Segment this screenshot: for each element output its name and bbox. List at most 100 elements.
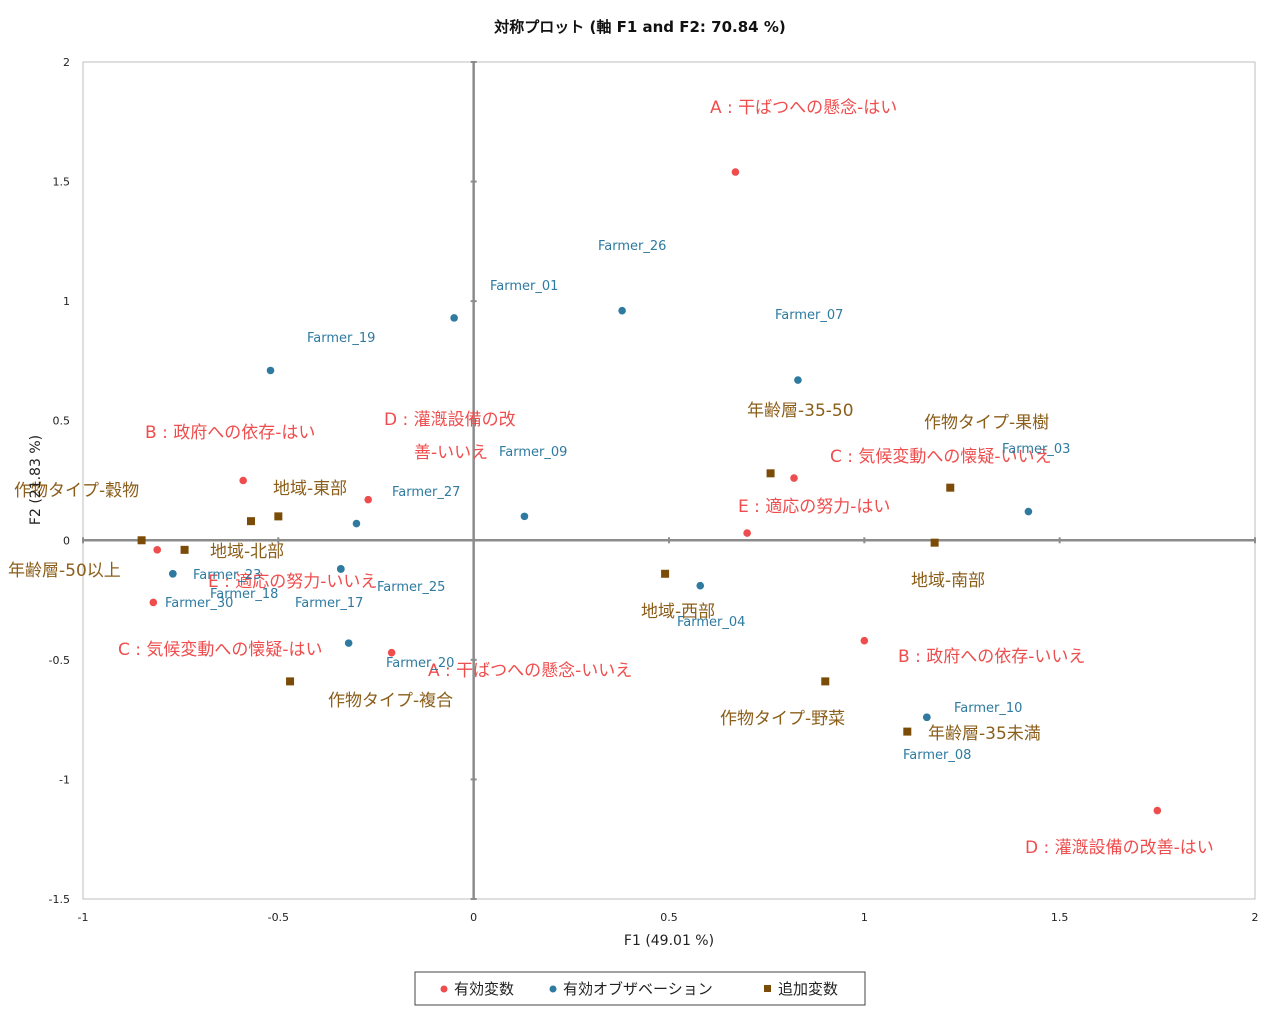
active-var-point [1153, 806, 1162, 815]
observation-point [520, 512, 529, 521]
supplementary-point [286, 677, 295, 686]
active-var-label: C : 気候変動への懐疑-いいえ [830, 447, 1052, 467]
observation-point [794, 376, 802, 384]
supplementary-point [946, 483, 955, 492]
y-axis-title: F2 (21.83 %) [28, 435, 44, 525]
observation-label: Farmer_23 [193, 568, 261, 583]
x-tick-label: 0 [470, 911, 477, 924]
supplementary-label: 作物タイプ-果樹 [924, 413, 1049, 433]
supplementary-label: 作物タイプ-穀物 [14, 481, 139, 501]
observation-point [266, 366, 275, 375]
supplementary-label: 年齢層-35未満 [928, 724, 1041, 744]
supplementary-point [137, 536, 146, 545]
supplementary-label: 作物タイプ-複合 [328, 691, 453, 711]
y-tick-label: 2 [63, 56, 70, 69]
active-var-point [239, 476, 247, 485]
supplementary-point [766, 469, 775, 478]
active-var-point [364, 495, 372, 504]
x-tick-label: -0.5 [268, 911, 289, 924]
active-var-label: C : 気候変動への懐疑-はい [118, 640, 323, 660]
supplementary-point [661, 569, 670, 578]
observation-label: Farmer_08 [903, 748, 971, 763]
observation-point [450, 314, 458, 322]
observation-point [337, 565, 345, 573]
supplementary-point [821, 677, 830, 686]
legend-label-observations: 有効オブザベーション [563, 980, 713, 998]
x-axis-title: F1 (49.01 %) [624, 933, 714, 949]
observation-point [352, 519, 361, 528]
observation-label: Farmer_09 [499, 445, 567, 460]
active-var-point [387, 648, 396, 657]
supplementary-point [246, 517, 255, 526]
observation-point [1024, 507, 1033, 516]
observation-label: Farmer_18 [210, 587, 278, 602]
active-var-label: B : 政府への依存-いいえ [898, 647, 1085, 667]
active-var-label: A : 干ばつへの懸念-いいえ [428, 660, 632, 681]
active-var-label: E : 適応の努力-はい [738, 497, 890, 517]
observation-point [169, 569, 177, 578]
point-labels: A : 干ばつへの懸念-はい B : 政府への依存-はい D : 灌漑設備の改善-い… [8, 97, 1214, 858]
x-tick-label: 1 [861, 911, 868, 924]
y-tick-label: -0.5 [49, 654, 70, 667]
observation-label: Farmer_30 [165, 596, 233, 611]
active-var-point [731, 168, 740, 176]
observation-point [696, 581, 705, 590]
x-tick-label: 2 [1252, 911, 1259, 924]
observation-label: Farmer_10 [954, 701, 1022, 716]
supplementary-label: 作物タイプ-野菜 [720, 709, 845, 729]
legend-marker-active-vars [440, 985, 448, 993]
y-tick-label: 0.5 [53, 415, 71, 428]
zero-axes [82, 61, 1256, 900]
supplementary-label: 地域-北部 [210, 542, 284, 562]
active-var-point [790, 474, 798, 482]
observation-point [618, 306, 626, 315]
tick-labels: -1 -0.5 0 0.5 1 1.5 2 -1.5 -1 -0.5 0 0.5 1 1.5 2 [49, 56, 1259, 924]
legend-marker-supplementary [764, 985, 771, 992]
y-tick-label: 1.5 [53, 176, 71, 189]
supplementary-label: 地域-南部 [911, 571, 985, 591]
active-var-point [743, 529, 751, 537]
chart-title: 対称プロット (軸 F1 and F2: 70.84 %) [493, 18, 785, 36]
legend: 有効変数 有効オブザベーション 追加変数 [414, 971, 866, 1006]
active-var-point [149, 598, 158, 607]
data-points [137, 168, 1162, 815]
legend-label-active-vars: 有効変数 [454, 980, 514, 998]
supplementary-label: 地域-西部 [641, 602, 715, 622]
y-tick-label: 0 [63, 534, 70, 547]
x-tick-label: 0.5 [660, 911, 678, 924]
observation-label: Farmer_27 [392, 485, 460, 500]
observation-point [923, 713, 931, 722]
active-var-label: D : 灌漑設備の改善-いいえ [384, 410, 516, 463]
x-tick-label: 1.5 [1051, 911, 1069, 924]
observation-label: Farmer_17 [295, 596, 363, 611]
plot-area-frame [82, 61, 1256, 900]
y-tick-label: -1 [59, 773, 70, 786]
active-var-label: E : 適応の努力-いいえ [208, 572, 377, 592]
observation-label: Farmer_03 [1002, 442, 1070, 457]
observation-label: Farmer_26 [598, 239, 666, 254]
observation-label: Farmer_01 [490, 279, 558, 294]
observation-label: Farmer_19 [307, 331, 375, 346]
y-tick-label: -1.5 [49, 893, 70, 906]
x-tick-label: -1 [78, 911, 89, 924]
supplementary-point [274, 512, 283, 521]
supplementary-point [180, 545, 189, 554]
active-var-label: D : 灌漑設備の改善-はい [1025, 838, 1214, 858]
legend-label-supplementary: 追加変数 [778, 980, 838, 998]
supplementary-point [930, 538, 939, 547]
supplementary-label: 年齢層-50以上 [8, 561, 121, 581]
observation-label: Farmer_04 [677, 615, 745, 630]
active-var-label: B : 政府への依存-はい [145, 423, 315, 443]
legend-marker-observations [549, 985, 557, 993]
active-var-point [860, 636, 869, 645]
legend-box [414, 971, 866, 1006]
supplementary-label: 年齢層-35-50 [747, 401, 854, 421]
observation-point [344, 639, 353, 647]
y-tick-label: 1 [63, 295, 70, 308]
active-var-point [153, 546, 162, 554]
observation-label: Farmer_07 [775, 308, 843, 323]
supplementary-label: 地域-東部 [273, 479, 347, 499]
observation-label: Farmer_20 [386, 656, 454, 671]
